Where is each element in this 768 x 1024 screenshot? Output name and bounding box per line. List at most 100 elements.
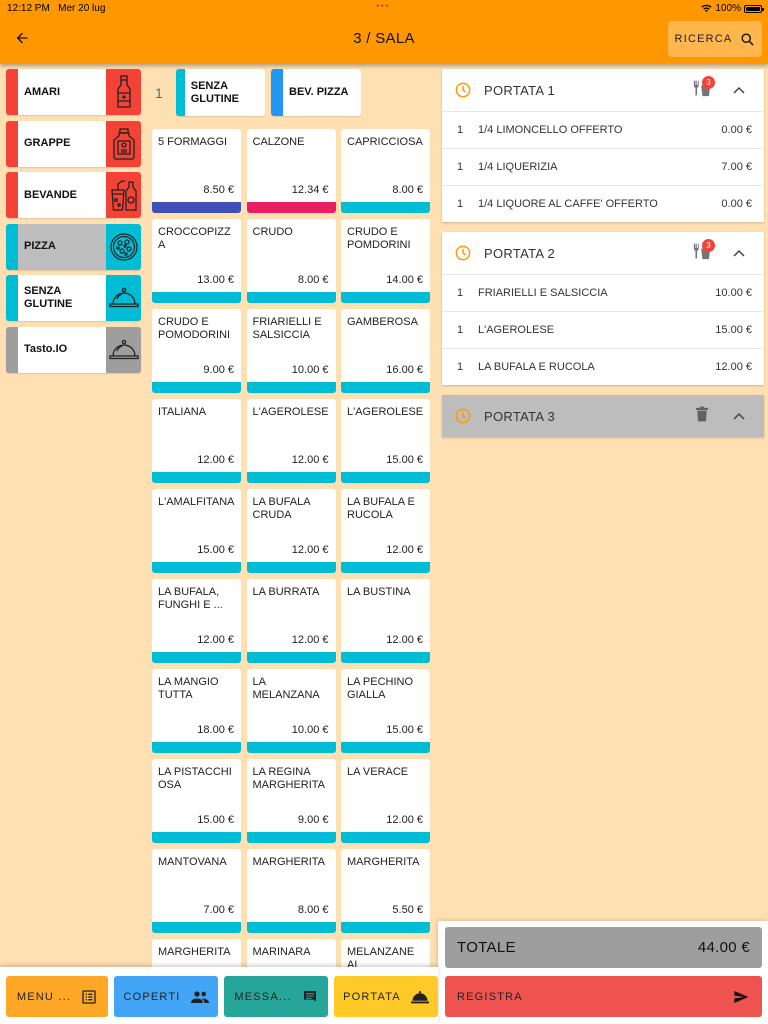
category-grappe[interactable]: GRAPPE (6, 120, 141, 167)
product-card[interactable]: LA PISTACCHI OSA 15.00 € (152, 759, 241, 843)
line-amount: 10.00 € (715, 287, 752, 299)
order-line[interactable]: 1 L'AGEROLESE 15.00 € (442, 311, 764, 348)
product-card[interactable]: LA MELANZANA 10.00 € (246, 669, 336, 753)
category-label: BEVANDE (18, 172, 106, 218)
product-card[interactable]: LA PECHINO GIALLA 15.00 € (341, 669, 430, 753)
product-color-bar (246, 742, 336, 753)
subcategory-color-strip (176, 69, 185, 116)
product-card[interactable]: MARGHERITA 5.50 € (341, 849, 430, 933)
product-price: 10.00 € (291, 364, 329, 376)
product-card[interactable]: CAPRICCIOSA 8.00 € (341, 129, 430, 213)
product-color-bar (246, 652, 336, 663)
course-title: PORTATA 2 (484, 245, 556, 261)
product-name: GAMBEROSA (347, 316, 418, 328)
product-price: 16.00 € (386, 364, 423, 376)
multitask-dots[interactable]: ••• (376, 1, 390, 12)
product-card[interactable]: LA BUFALA, FUNGHI E ... 12.00 € (152, 579, 241, 663)
action-label: MENU ... (16, 990, 72, 1003)
course-header[interactable]: PORTATA 1 3 (442, 69, 764, 111)
wifi-icon (701, 4, 712, 13)
category-bevande[interactable]: BEVANDE (6, 172, 141, 218)
product-name: LA PISTACCHI OSA (158, 766, 232, 791)
product-name: LA BUFALA, FUNGHI E ... (158, 586, 223, 611)
send-course-button[interactable]: 3 (687, 238, 717, 268)
product-card[interactable]: LA BUFALA E RUCOLA 12.00 € (341, 489, 430, 573)
product-color-bar (152, 472, 241, 483)
product-card[interactable]: CROCCOPIZZ A 13.00 € (152, 219, 241, 303)
product-card[interactable]: CRUDO E POMODORINI 9.00 € (152, 309, 241, 393)
category-senza-glutine[interactable]: SENZA GLUTINE (6, 275, 141, 321)
product-color-bar (152, 292, 241, 303)
product-card[interactable]: LA VERACE 12.00 € (341, 759, 430, 843)
product-card[interactable]: FRIARIELLI E SALSICCIA 10.00 € (246, 309, 336, 393)
product-name: 5 FORMAGGI (158, 136, 228, 148)
product-name: L'AGEROLESE (347, 406, 424, 418)
product-card[interactable]: LA REGINA MARGHERITA 9.00 € (246, 759, 336, 843)
back-button[interactable] (12, 28, 32, 48)
product-color-bar (152, 742, 241, 753)
product-card[interactable]: LA MANGIO TUTTA 18.00 € (152, 669, 241, 753)
product-color-bar (152, 202, 241, 213)
order-line[interactable]: 1 LA BUFALA E RUCOLA 12.00 € (442, 348, 764, 385)
line-amount: 12.00 € (715, 361, 752, 373)
order-line[interactable]: 1 1/4 LIQUORE AL CAFFE' OFFERTO 0.00 € (442, 185, 764, 222)
category-tasto-io[interactable]: Tasto.IO (6, 326, 141, 373)
collapse-button[interactable] (727, 404, 751, 428)
product-color-bar (246, 292, 336, 303)
course-header[interactable]: PORTATA 3 (442, 395, 764, 437)
product-card[interactable]: L'AGEROLESE 15.00 € (341, 399, 430, 483)
product-grid[interactable]: 5 FORMAGGI 8.50 € CALZONE 12.34 € CAPRIC… (152, 129, 432, 969)
product-card[interactable]: CALZONE 12.34 € (246, 129, 336, 213)
category-amari[interactable]: AMARI (6, 69, 141, 115)
product-card[interactable]: MANTOVANA 7.00 € (152, 849, 241, 933)
action-messa-button[interactable]: MESSA... (224, 976, 328, 1017)
action-coperti-button[interactable]: COPERTI (114, 976, 218, 1017)
send-course-button[interactable]: 3 (687, 75, 717, 105)
action-menu-button[interactable]: MENU ... (6, 976, 108, 1017)
product-color-bar (341, 652, 430, 663)
product-card[interactable]: MARGHERITA 8.00 € (246, 849, 336, 933)
product-price: 8.50 € (203, 184, 234, 196)
delete-course-button[interactable] (687, 401, 717, 431)
menu-list-icon (81, 989, 97, 1005)
course-header[interactable]: PORTATA 2 3 (442, 232, 764, 274)
product-card[interactable]: ITALIANA 12.00 € (152, 399, 241, 483)
order-line[interactable]: 1 FRIARIELLI E SALSICCIA 10.00 € (442, 274, 764, 311)
product-card[interactable]: GAMBEROSA 16.00 € (341, 309, 430, 393)
subcategory-bev-pizza[interactable]: BEV. PIZZA (271, 69, 361, 116)
status-time: 12:12 PM Mer 20 lug (7, 3, 106, 14)
product-card[interactable]: L'AMALFITANA 15.00 € (152, 489, 241, 573)
subcategory-senza-glutine[interactable]: SENZA GLUTINE (176, 69, 265, 116)
category-color-strip (6, 275, 18, 321)
product-card[interactable]: MARGHERITA (152, 939, 241, 969)
product-card[interactable]: 5 FORMAGGI 8.50 € (152, 129, 241, 213)
product-card[interactable]: LA BURRATA 12.00 € (246, 579, 336, 663)
product-price: 12.00 € (386, 634, 423, 646)
action-label: MESSA... (234, 990, 292, 1003)
order-line[interactable]: 1 1/4 LIQUERIZIA 7.00 € (442, 148, 764, 185)
product-card[interactable]: LA BUSTINA 12.00 € (341, 579, 430, 663)
product-card[interactable]: MARINARA (246, 939, 336, 969)
action-label: COPERTI (123, 990, 181, 1003)
product-card[interactable]: CRUDO E POMDORINI 14.00 € (341, 219, 430, 303)
collapse-button[interactable] (727, 78, 751, 102)
category-pizza[interactable]: PIZZA (6, 223, 141, 270)
product-price: 12.00 € (197, 634, 234, 646)
order-panel: PORTATA 1 3 1 1/4 LIMONCELLO OFFERTO 0.0… (442, 69, 764, 447)
line-description: 1/4 LIMONCELLO OFFERTO (478, 124, 623, 136)
search-button[interactable]: RICERCA (668, 21, 762, 57)
subcategory-label: BEV. PIZZA (289, 86, 349, 98)
product-price: 13.00 € (197, 274, 234, 286)
battery-icon (744, 4, 764, 13)
order-line[interactable]: 1 1/4 LIMONCELLO OFFERTO 0.00 € (442, 111, 764, 148)
register-button[interactable]: REGISTRA (445, 976, 762, 1017)
action-portata-button[interactable]: PORTATA (334, 976, 438, 1017)
chevron-up-icon (733, 86, 745, 94)
product-card[interactable]: L'AGEROLESE 12.00 € (246, 399, 336, 483)
line-description: LA BUFALA E RUCOLA (478, 361, 595, 373)
product-card[interactable]: MELANZANE AL (341, 939, 430, 969)
collapse-button[interactable] (727, 241, 751, 265)
product-card[interactable]: LA BUFALA CRUDA 12.00 € (246, 489, 336, 573)
bottle-icon (106, 69, 141, 115)
product-card[interactable]: CRUDO 8.00 € (246, 219, 336, 303)
